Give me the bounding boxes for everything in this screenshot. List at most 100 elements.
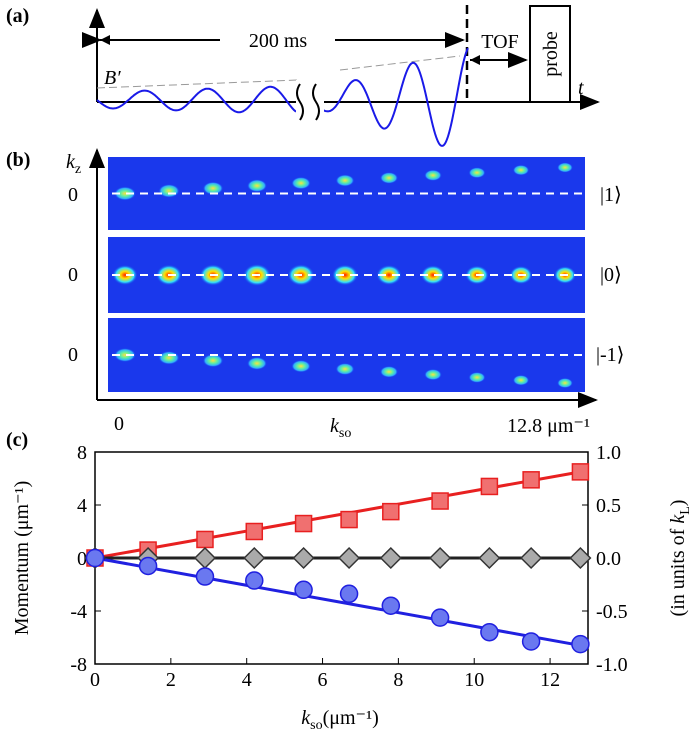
- k: k: [330, 415, 340, 437]
- x-end: 12.8 μm⁻¹: [507, 415, 590, 437]
- sub: L: [678, 506, 693, 515]
- sub: so: [310, 718, 322, 733]
- atom-cloud: [557, 377, 573, 389]
- atom-cloud: [291, 176, 311, 190]
- x-start: 0: [114, 413, 124, 435]
- point: [294, 514, 313, 533]
- point: [339, 584, 359, 604]
- atom-cloud: [512, 164, 530, 176]
- point: [480, 622, 499, 642]
- x-tick-label: 12: [540, 669, 560, 691]
- zero: 0: [68, 184, 78, 206]
- atom-cloud: [114, 347, 136, 363]
- y-tick-label: -4: [70, 601, 87, 623]
- kso-label: kso: [330, 415, 351, 441]
- panel-b: (b) kz 0 0 0 |1⟩ |0⟩ |-1⟩ 0 kso 12.8 μm⁻…: [6, 148, 624, 441]
- atom-cloud: [114, 186, 136, 201]
- point: [480, 477, 499, 496]
- atom-cloud: [158, 184, 180, 198]
- point: [522, 471, 540, 489]
- point: [245, 571, 264, 590]
- x-tick-label: 2: [166, 669, 176, 691]
- text: (in units of: [667, 524, 689, 617]
- break-mark: [296, 83, 320, 121]
- point: [430, 608, 450, 627]
- atom-cloud: [557, 162, 573, 173]
- y-tick-label: 8: [77, 442, 87, 464]
- point: [245, 522, 264, 541]
- probe: probe: [540, 31, 562, 77]
- y2-label: (in units of kL): [667, 500, 693, 617]
- atom-cloud: [158, 350, 180, 365]
- point: [429, 546, 452, 570]
- panel-label: (b): [6, 149, 30, 171]
- point: [569, 546, 592, 570]
- point: [338, 546, 361, 570]
- point: [478, 546, 501, 570]
- break: [296, 80, 324, 120]
- atom-cloud: [424, 368, 442, 381]
- state: |-1⟩: [596, 344, 624, 366]
- atom-cloud: [468, 371, 486, 383]
- point: [243, 546, 266, 570]
- atom-cloud: [379, 172, 399, 184]
- state: |1⟩: [600, 184, 622, 206]
- point: [521, 632, 541, 651]
- atom-cloud: [376, 264, 402, 286]
- duration: 200 ms: [249, 30, 308, 52]
- panel-label: (a): [6, 5, 29, 27]
- x-tick-label: 8: [393, 669, 403, 691]
- sub: so: [339, 426, 351, 441]
- point: [381, 596, 401, 615]
- zero: 0: [68, 264, 78, 286]
- k: k: [301, 707, 311, 729]
- point: [196, 530, 214, 549]
- point: [379, 546, 402, 570]
- y2-tick-label: -1.0: [596, 654, 628, 676]
- y2-tick-label: 0.5: [596, 495, 621, 517]
- point: [431, 492, 449, 510]
- point: [520, 546, 543, 570]
- fit-line: [94, 556, 581, 647]
- arrowhead: [470, 55, 480, 65]
- x-tick-label: 10: [464, 669, 484, 691]
- kz-label: kz: [66, 151, 81, 177]
- atom-cloud: [468, 167, 486, 179]
- atom-cloud: [379, 365, 399, 378]
- text: ): [667, 500, 689, 507]
- point: [138, 556, 158, 576]
- x-tick-label: 6: [318, 669, 328, 691]
- panel-a: (a) B′ 200 ms TOF probe t: [6, 5, 600, 147]
- envelope: [96, 79, 299, 89]
- y2-tick-label: 0.0: [596, 548, 621, 570]
- atom-cloud: [202, 181, 224, 195]
- point: [382, 502, 400, 521]
- panel-label: (c): [6, 429, 28, 451]
- point: [340, 510, 358, 529]
- y-tick-label: 4: [77, 495, 87, 517]
- y-label: Momentum (μm⁻¹): [11, 481, 33, 635]
- envelope: [339, 55, 461, 71]
- field-label: B′: [104, 67, 121, 89]
- sub: z: [75, 162, 81, 177]
- atom-cloud: [246, 179, 268, 193]
- arrowhead: [100, 35, 110, 45]
- y2-tick-label: 1.0: [596, 442, 621, 464]
- atom-cloud: [424, 169, 442, 181]
- atom-cloud: [291, 359, 311, 373]
- atom-cloud: [331, 264, 359, 286]
- point: [85, 548, 105, 568]
- point: [294, 580, 313, 600]
- state: |0⟩: [600, 264, 622, 286]
- x-label: kso(μm⁻¹): [301, 707, 379, 733]
- x-tick-label: 0: [90, 669, 100, 691]
- point: [193, 546, 217, 570]
- atom-cloud: [335, 362, 355, 376]
- time-label: t: [578, 77, 584, 99]
- panel-c: (c) kso(μm⁻¹) Momentum (μm⁻¹) (in units …: [6, 429, 693, 733]
- atom-cloud: [202, 353, 224, 368]
- probe-box: [529, 5, 571, 103]
- unit: (μm⁻¹): [323, 707, 379, 729]
- y-tick-label: 0: [77, 548, 87, 570]
